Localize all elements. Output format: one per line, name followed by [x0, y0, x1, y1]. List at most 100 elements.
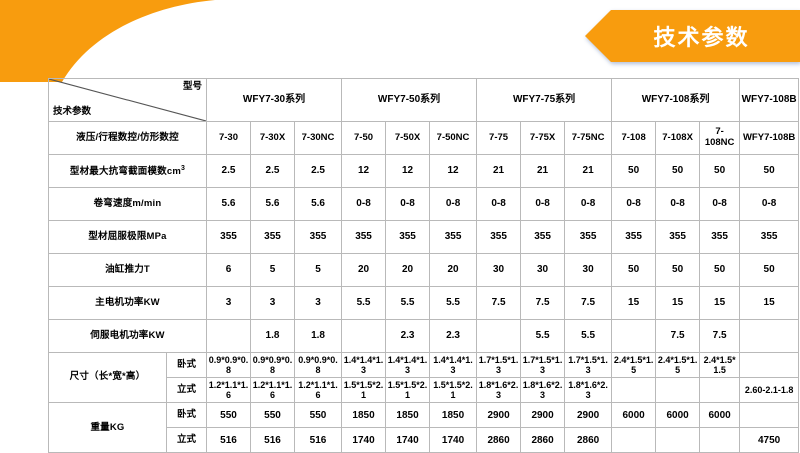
data-cell: 6000 — [611, 402, 657, 429]
table-row-weight-vertical: 立式 516 516 516 1740 1740 1740 2860 2860 … — [49, 427, 800, 453]
data-cell: 0-8 — [564, 187, 613, 221]
data-cell: 0-8 — [739, 187, 800, 221]
data-cell: 5.5 — [564, 319, 613, 353]
data-cell — [739, 351, 800, 379]
corner-header-param-label: 技术参数 — [53, 106, 92, 118]
data-cell: 1850 — [341, 402, 387, 429]
data-cell: 2900 — [476, 402, 522, 429]
model-cell: 7-108 — [611, 121, 657, 155]
data-cell: 5.6 — [250, 187, 295, 221]
data-cell — [611, 427, 657, 453]
data-cell: 6000 — [699, 402, 741, 429]
data-cell: 1.8 — [250, 319, 295, 353]
row-label-servo-motor-power: 伺服电机功率KW — [48, 319, 207, 353]
row-label-yield-limit: 型材屈服极限MPa — [48, 220, 207, 254]
data-cell: 6000 — [655, 402, 701, 429]
data-cell: 2.60-2.1-1.8 — [739, 377, 800, 404]
data-cell: 4750 — [739, 427, 800, 453]
data-cell: 12 — [429, 154, 478, 188]
data-cell: 1.5*1.5*2.1 — [341, 377, 387, 404]
data-cell: 1.2*1.1*1.6 — [206, 377, 251, 404]
data-cell: 355 — [385, 220, 431, 254]
data-cell: 355 — [429, 220, 478, 254]
data-cell: 2.5 — [250, 154, 295, 188]
table-row-size-vertical: 立式 1.2*1.1*1.6 1.2*1.1*1.6 1.2*1.1*1.6 1… — [49, 377, 800, 404]
data-cell: 20 — [429, 253, 478, 287]
data-cell: 1740 — [429, 427, 478, 453]
data-cell: 21 — [520, 154, 566, 188]
data-cell — [739, 319, 800, 353]
row-label-section-modulus: 型材最大抗弯截面模数cm3 — [48, 154, 207, 188]
data-cell: 0-8 — [611, 187, 657, 221]
data-cell — [206, 319, 251, 353]
data-cell: 6 — [206, 253, 251, 287]
data-cell: 355 — [611, 220, 657, 254]
data-cell — [655, 427, 701, 453]
table-row-yield-limit: 型材屈服极限MPa 355 355 355 355 355 355 355 35… — [48, 220, 800, 254]
data-cell: 7.5 — [564, 286, 613, 320]
data-cell: 355 — [699, 220, 741, 254]
data-cell: 21 — [476, 154, 522, 188]
data-cell: 516 — [250, 427, 295, 453]
data-cell: 1.8*1.6*2.3 — [520, 377, 566, 404]
data-cell: 5.5 — [520, 319, 566, 353]
data-cell: 15 — [739, 286, 800, 320]
data-cell: 12 — [341, 154, 387, 188]
data-cell: 50 — [611, 253, 657, 287]
data-cell: 5 — [250, 253, 295, 287]
model-cell: 7-75NC — [564, 121, 613, 155]
banner-shape — [585, 10, 800, 62]
data-cell: 50 — [699, 253, 741, 287]
data-cell: 2860 — [520, 427, 566, 453]
data-cell: 20 — [341, 253, 387, 287]
row-label-text: 型材最大抗弯截面模数cm — [69, 165, 182, 177]
data-cell: 1.7*1.5*1.3 — [476, 351, 522, 379]
row-label-control-type: 液压/行程数控/仿形数控 — [48, 121, 207, 155]
corner-decoration — [0, 0, 215, 82]
page-banner: 技术参数 — [585, 10, 800, 62]
data-cell: 2.3 — [385, 319, 431, 353]
group-header-wfy7-108b: WFY7-108B — [739, 78, 800, 122]
data-cell: 1.5*1.5*2.1 — [429, 377, 478, 404]
data-cell: 50 — [699, 154, 741, 188]
data-cell: 1740 — [341, 427, 387, 453]
data-cell: 0-8 — [520, 187, 566, 221]
data-cell: 355 — [250, 220, 295, 254]
data-cell: 3 — [250, 286, 295, 320]
data-cell: 2.4*1.5*1.5 — [699, 351, 741, 379]
data-cell — [655, 377, 701, 404]
data-cell: 1.2*1.1*1.6 — [293, 377, 343, 404]
technical-parameters-table: 型号 技术参数 WFY7-30系列 WFY7-50系列 WFY7-75系列 WF… — [48, 78, 800, 453]
data-cell: 50 — [611, 154, 657, 188]
data-cell: 2860 — [476, 427, 522, 453]
data-cell: 2860 — [564, 427, 613, 453]
row-label-size: 尺寸（长*宽*高） — [48, 351, 167, 404]
corner-header-cell: 型号 技术参数 — [48, 78, 207, 122]
data-cell: 5.6 — [293, 187, 343, 221]
data-cell — [476, 319, 522, 353]
data-cell — [739, 402, 800, 429]
model-cell: 7-30 — [206, 121, 251, 155]
row-label-superscript: 3 — [181, 164, 186, 172]
data-cell: 550 — [250, 402, 295, 429]
data-cell: 0.9*0.9*0.8 — [250, 351, 295, 379]
data-cell: 1.8*1.6*2.3 — [476, 377, 522, 404]
table-row-cylinder-thrust: 油缸推力T 6 5 5 20 20 20 30 30 30 50 50 50 5… — [48, 253, 800, 287]
table-row-weight-horizontal: 重量KG 卧式 550 550 550 1850 1850 1850 2900 … — [48, 402, 800, 453]
data-cell: 0-8 — [476, 187, 522, 221]
data-cell: 0-8 — [341, 187, 387, 221]
row-label-weight: 重量KG — [48, 402, 167, 453]
data-cell: 1.7*1.5*1.3 — [564, 351, 613, 379]
data-cell: 7.5 — [655, 319, 701, 353]
table-row-bending-speed: 卷弯速度m/min 5.6 5.6 5.6 0-8 0-8 0-8 0-8 0-… — [48, 187, 800, 221]
data-cell: 1.4*1.4*1.3 — [429, 351, 478, 379]
data-cell: 0-8 — [655, 187, 701, 221]
data-cell: 1.7*1.5*1.3 — [520, 351, 566, 379]
data-cell: 2900 — [520, 402, 566, 429]
data-cell: 516 — [293, 427, 343, 453]
row-label-main-motor-power: 主电机功率KW — [48, 286, 207, 320]
data-cell: 1.8 — [293, 319, 343, 353]
data-cell: 2.4*1.5*1.5 — [611, 351, 657, 379]
data-cell: 1850 — [429, 402, 478, 429]
data-cell: 2900 — [564, 402, 613, 429]
